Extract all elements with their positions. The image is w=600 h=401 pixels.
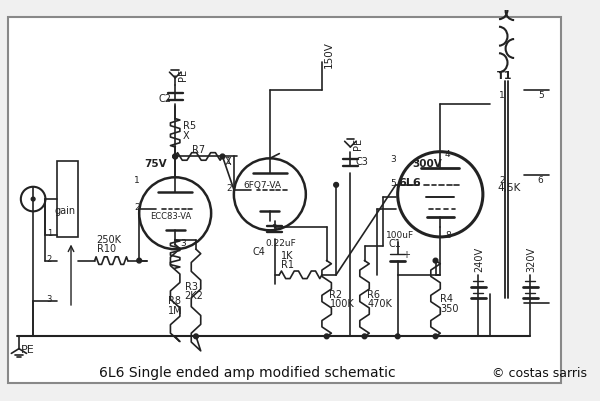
Text: PE: PE bbox=[353, 138, 363, 150]
Text: 2K2: 2K2 bbox=[185, 291, 203, 301]
FancyBboxPatch shape bbox=[57, 162, 77, 237]
Text: X: X bbox=[183, 130, 190, 140]
Text: C2: C2 bbox=[158, 93, 171, 103]
Circle shape bbox=[433, 259, 438, 263]
Text: 0.22uF: 0.22uF bbox=[265, 238, 296, 247]
Circle shape bbox=[220, 155, 225, 160]
Text: 100uF: 100uF bbox=[386, 230, 415, 239]
Text: 1: 1 bbox=[499, 91, 505, 99]
Text: 4: 4 bbox=[445, 150, 451, 159]
Text: 6: 6 bbox=[538, 176, 544, 184]
Circle shape bbox=[173, 155, 178, 160]
Text: 1K: 1K bbox=[281, 250, 294, 260]
Text: 470K: 470K bbox=[367, 298, 392, 308]
Text: 3: 3 bbox=[180, 238, 185, 247]
Text: ECC83-VA: ECC83-VA bbox=[150, 211, 191, 221]
Text: R7: R7 bbox=[192, 144, 205, 154]
Circle shape bbox=[334, 183, 338, 188]
Text: R4: R4 bbox=[440, 294, 453, 304]
Text: 6L6: 6L6 bbox=[398, 177, 421, 187]
Text: C4: C4 bbox=[253, 246, 266, 256]
Text: 6FQ7-VA: 6FQ7-VA bbox=[244, 180, 281, 189]
Text: gain: gain bbox=[55, 206, 76, 216]
Text: 75V: 75V bbox=[144, 158, 167, 168]
Text: 1: 1 bbox=[226, 157, 232, 166]
Text: 4,5K: 4,5K bbox=[497, 182, 520, 192]
Text: 1: 1 bbox=[134, 176, 140, 184]
Text: R2: R2 bbox=[329, 289, 343, 299]
Circle shape bbox=[395, 334, 400, 339]
Text: 240V: 240V bbox=[475, 246, 484, 271]
Text: R3: R3 bbox=[185, 281, 197, 291]
Text: 2: 2 bbox=[134, 202, 140, 211]
Text: R5: R5 bbox=[183, 121, 196, 131]
Text: 3: 3 bbox=[390, 155, 396, 164]
Text: 2: 2 bbox=[499, 176, 505, 184]
Text: 100K: 100K bbox=[329, 298, 354, 308]
Text: PE: PE bbox=[21, 344, 35, 354]
Text: © costas sarris: © costas sarris bbox=[493, 366, 587, 379]
Text: 1: 1 bbox=[47, 229, 52, 237]
Text: PE: PE bbox=[178, 69, 188, 81]
Text: 3: 3 bbox=[272, 224, 277, 233]
Text: 8: 8 bbox=[445, 230, 451, 239]
Text: +: + bbox=[403, 249, 410, 259]
Text: 150V: 150V bbox=[324, 41, 334, 67]
Circle shape bbox=[137, 259, 142, 263]
Text: R6: R6 bbox=[367, 289, 380, 299]
Text: 300V: 300V bbox=[412, 158, 442, 168]
Text: 2: 2 bbox=[47, 254, 52, 263]
Text: R1: R1 bbox=[281, 259, 294, 269]
Text: C3: C3 bbox=[355, 157, 368, 166]
Text: 6L6 Single ended amp modified schematic: 6L6 Single ended amp modified schematic bbox=[100, 365, 396, 379]
Text: 350: 350 bbox=[440, 303, 459, 313]
Text: R8: R8 bbox=[167, 296, 181, 306]
FancyBboxPatch shape bbox=[8, 18, 560, 383]
Circle shape bbox=[433, 334, 438, 339]
Text: 320V: 320V bbox=[526, 246, 536, 271]
Text: 2: 2 bbox=[226, 183, 232, 192]
Circle shape bbox=[173, 155, 178, 160]
Text: 1M: 1M bbox=[167, 305, 182, 315]
Text: C1: C1 bbox=[388, 239, 401, 249]
Text: X: X bbox=[224, 157, 231, 166]
Text: R10: R10 bbox=[97, 243, 116, 253]
Text: 5: 5 bbox=[538, 91, 544, 99]
Text: 250K: 250K bbox=[97, 234, 122, 244]
Circle shape bbox=[31, 198, 35, 201]
Text: 3: 3 bbox=[47, 295, 52, 304]
Circle shape bbox=[194, 334, 199, 339]
Circle shape bbox=[324, 334, 329, 339]
Text: 5: 5 bbox=[390, 178, 396, 187]
Circle shape bbox=[362, 334, 367, 339]
Text: T1: T1 bbox=[497, 71, 512, 81]
